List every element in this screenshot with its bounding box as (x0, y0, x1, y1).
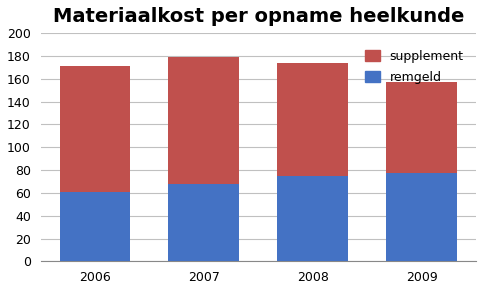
Bar (59, 66, 130, 192)
Bar (386, 173, 457, 261)
Bar (59, 192, 130, 261)
Title: Materiaalkost per opname heelkunde: Materiaalkost per opname heelkunde (53, 7, 464, 26)
Bar (386, 82, 457, 173)
Bar (277, 176, 348, 261)
Legend: supplement, remgeld: supplement, remgeld (358, 44, 470, 90)
Bar (169, 184, 239, 261)
Bar (169, 57, 239, 184)
Bar (277, 63, 348, 176)
